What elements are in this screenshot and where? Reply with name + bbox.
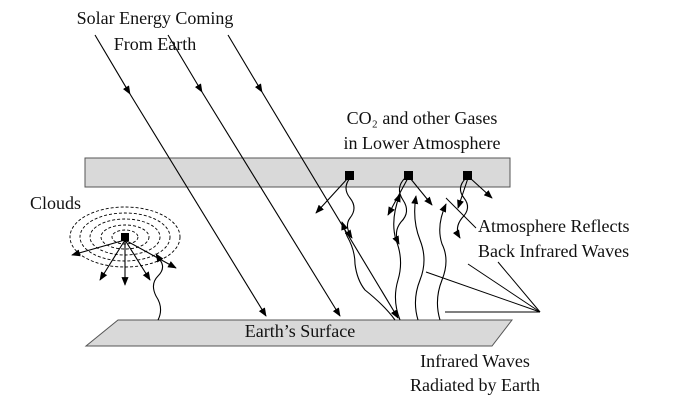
gases-label: CO₂ and other Gases — [347, 108, 498, 128]
reflected-waves — [316, 178, 492, 244]
reflects-label: Back Infrared Waves — [478, 241, 629, 261]
cloud-arrows — [72, 240, 176, 285]
gases-label: in Lower Atmosphere — [344, 133, 501, 153]
solar-label: Solar Energy Coming — [77, 8, 234, 28]
solar-label: From Earth — [114, 34, 197, 54]
clouds-label: Clouds — [30, 193, 81, 213]
surface-label: Earth’s Surface — [245, 321, 355, 341]
greenhouse-diagram: Solar Energy Coming From Earth CO₂ and o… — [0, 0, 687, 400]
reflects-label: Atmosphere Reflects — [478, 216, 629, 236]
infrared-label: Radiated by Earth — [410, 375, 540, 395]
infrared-waves — [153, 194, 446, 320]
infrared-label: Infrared Waves — [420, 351, 530, 371]
atmosphere-band — [85, 158, 510, 187]
